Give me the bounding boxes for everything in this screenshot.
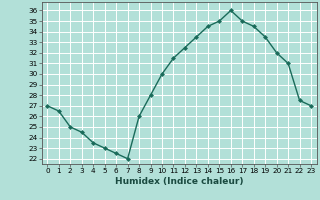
X-axis label: Humidex (Indice chaleur): Humidex (Indice chaleur) (115, 177, 244, 186)
